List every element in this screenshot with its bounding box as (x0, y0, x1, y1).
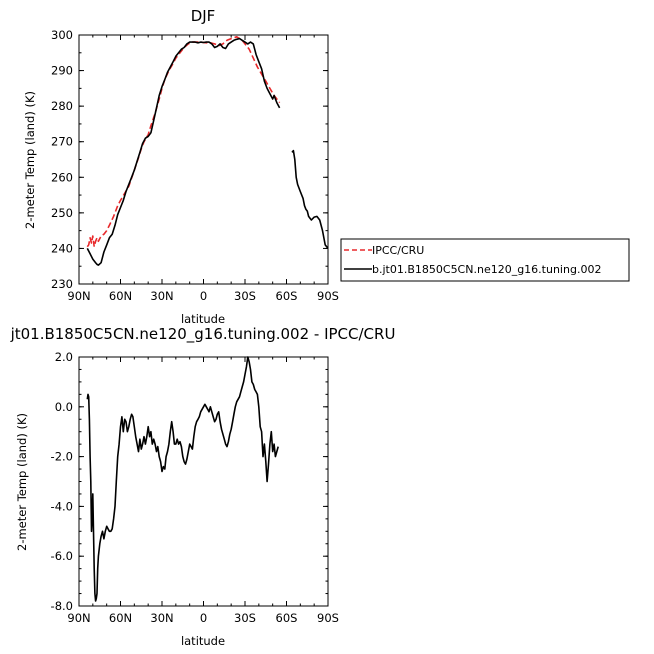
y-tick-label: -8.0 (51, 599, 73, 613)
legend-box (340, 238, 630, 282)
legend: IPCC/CRU b.jt01.B1850C5CN.ne120_g16.tuni… (340, 238, 630, 282)
x-tick-label: 30S (234, 611, 256, 625)
y-tick-label: 250 (51, 206, 73, 220)
y-tick-label: -4.0 (51, 499, 73, 513)
y-tick-label: 300 (51, 28, 73, 42)
x-tick-label: 0 (200, 611, 207, 625)
y-axis-label: 2-meter Temp (land) (K) (23, 91, 37, 229)
plot-area: 90N 60N 30N 0 30S 60S 90S -8.0 -6.0 -4.0 -2.0 0.0 2.… (51, 350, 339, 625)
chart-djf-temperature: DJF 90N 60N 30N 0 30S 60S 90S 230 240 250 260 270 28… (23, 7, 630, 326)
y-tick-label: -2.0 (51, 450, 73, 464)
plot-frame (78, 34, 329, 285)
x-tick-label: 0 (200, 289, 207, 303)
series-line-0 (86, 356, 279, 602)
y-tick-label: 0.0 (55, 400, 73, 414)
x-tick-label: 60S (276, 289, 298, 303)
legend-label-ipcc-cru: IPCC/CRU (372, 244, 424, 257)
x-tick-label: 90N (67, 611, 90, 625)
series-line-0 (86, 36, 281, 248)
y-tick-label: 230 (51, 277, 73, 291)
y-axis-label: 2-meter Temp (land) (K) (15, 413, 29, 551)
x-tick-label: 30S (234, 289, 256, 303)
x-axis-label: latitude (181, 634, 225, 648)
y-tick-label: -6.0 (51, 549, 73, 563)
y-tick-label: 2.0 (55, 350, 73, 364)
x-tick-label: 60N (109, 611, 132, 625)
x-tick-label: 90S (317, 611, 339, 625)
y-tick-label: 270 (51, 135, 73, 149)
series-line-1 (86, 37, 281, 266)
series-line-1 (291, 149, 329, 249)
x-tick-label: 30N (150, 289, 173, 303)
chart-temperature-difference: jt01.B1850C5CN.ne120_g16.tuning.002 - IP… (10, 325, 396, 648)
y-tick-label: 280 (51, 99, 73, 113)
legend-label-model: b.jt01.B1850C5CN.ne120_g16.tuning.002 (372, 263, 601, 276)
x-axis-label: latitude (181, 312, 225, 326)
x-tick-label: 30N (150, 611, 173, 625)
y-tick-label: 260 (51, 170, 73, 184)
y-tick-label: 290 (51, 64, 73, 78)
y-tick-label: 240 (51, 241, 73, 255)
x-tick-label: 90N (67, 289, 90, 303)
x-tick-label: 60S (276, 611, 298, 625)
x-tick-label: 60N (109, 289, 132, 303)
x-tick-label: 90S (317, 289, 339, 303)
chart-title: DJF (191, 7, 216, 25)
chart-title: jt01.B1850C5CN.ne120_g16.tuning.002 - IP… (10, 325, 396, 344)
plot-area: 90N 60N 30N 0 30S 60S 90S 230 240 250 260 270 280 290… (51, 28, 339, 303)
